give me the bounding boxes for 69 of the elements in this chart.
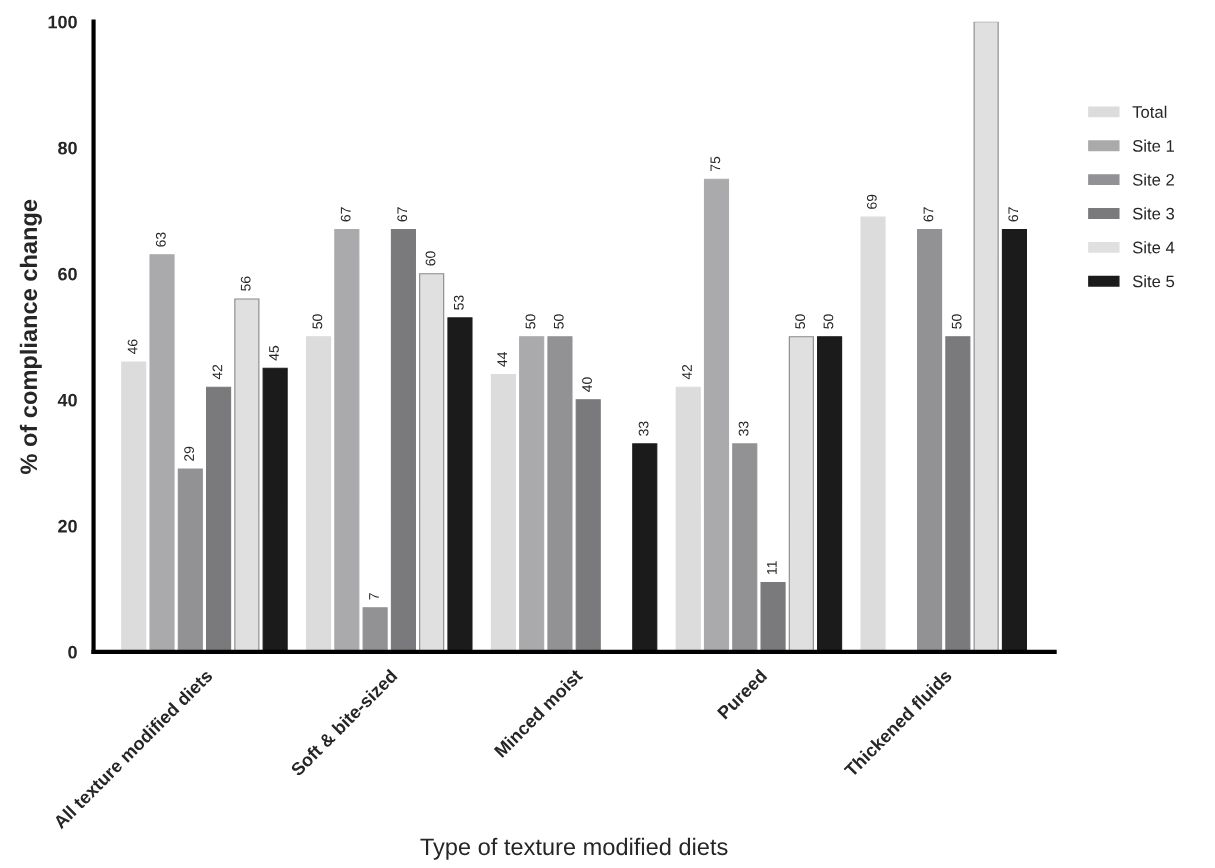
bar [703,178,730,652]
bar [817,336,843,652]
data-label: 60 [425,251,436,266]
data-label: 50 [823,314,834,329]
data-label: 42 [212,364,223,380]
data-label: 53 [453,295,464,310]
data-label: 56 [240,276,251,291]
bar [177,468,203,652]
y-tick-label: 80 [58,141,77,155]
legend-label: Site 4 [1132,241,1175,254]
data-label: 45 [269,345,279,361]
data-label: 69 [866,194,877,209]
data-label: 33 [638,421,649,436]
bar [362,607,388,652]
bar [675,386,701,652]
data-label: 50 [795,314,806,329]
data-label: 67 [1008,207,1019,222]
bar [121,361,147,652]
y-tick-label: 60 [58,267,77,281]
legend-label: Site 1 [1132,139,1174,152]
data-label: 75 [710,156,721,171]
data-label: 11 [767,561,777,574]
bar [945,336,971,652]
legend-label: Total [1132,105,1167,118]
legend-label: Site 3 [1132,207,1175,220]
y-tick-label: 40 [57,393,77,407]
bar [390,229,416,652]
bar [788,336,814,652]
data-label: 33 [738,421,749,436]
data-label: 7 [369,593,379,600]
y-tick-label: 0 [68,645,77,659]
data-label: 67 [340,207,351,222]
bar [206,386,232,652]
bar [547,336,573,652]
bar [632,443,658,652]
bar [973,21,999,652]
bar [760,581,786,652]
data-label: 44 [497,351,507,367]
y-axis-title: % of compliance change [19,199,42,474]
bar [860,216,886,652]
bar [306,336,332,652]
bar [447,317,473,652]
data-label: 67 [397,207,408,222]
data-label: 46 [127,339,138,355]
data-label: 29 [184,446,195,461]
bar [519,336,545,652]
data-label: 50 [312,314,323,329]
data-label: 42 [682,364,692,380]
data-label: 50 [553,314,564,329]
bar [490,374,516,652]
bar [732,443,758,652]
bar [917,229,943,652]
bar [234,298,260,652]
bar [1001,229,1027,652]
bar [575,399,601,652]
bar [149,254,175,652]
legend-label: Site 2 [1132,173,1174,186]
y-tick-label: 100 [48,15,77,29]
data-label: 50 [525,314,536,329]
data-label: 67 [923,207,934,222]
bar [419,273,445,652]
data-label: 63 [155,232,166,247]
y-tick-label: 20 [58,519,77,533]
data-label: 50 [951,314,962,329]
x-axis-title: Type of texture modified diets [420,837,728,860]
bar [334,229,360,652]
data-label: 40 [582,377,592,392]
legend-label: Site 5 [1132,275,1175,288]
bar [262,367,288,652]
